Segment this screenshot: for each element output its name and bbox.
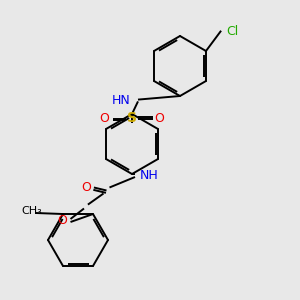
Text: NH: NH — [140, 169, 158, 182]
Text: Cl: Cl — [226, 25, 239, 38]
Text: S: S — [127, 112, 137, 125]
Text: O: O — [100, 112, 110, 125]
Text: CH₃: CH₃ — [21, 206, 42, 217]
Text: O: O — [154, 112, 164, 125]
Text: O: O — [82, 181, 92, 194]
Text: HN: HN — [112, 94, 130, 107]
Text: O: O — [58, 214, 68, 227]
